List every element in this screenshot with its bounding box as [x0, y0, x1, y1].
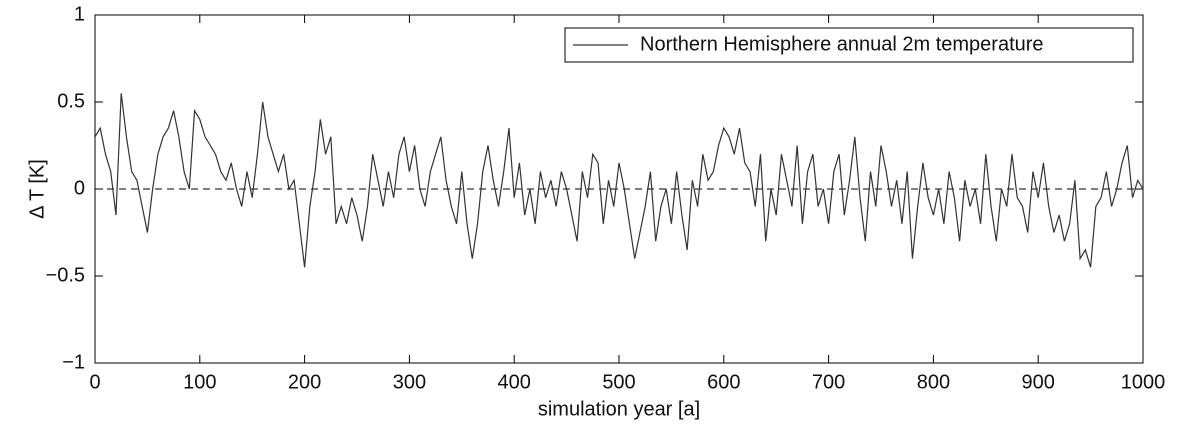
x-tick-label: 300	[393, 371, 426, 393]
x-tick-label: 700	[812, 371, 845, 393]
legend-label: Northern Hemisphere annual 2m temperatur…	[640, 33, 1044, 55]
x-tick-label: 600	[707, 371, 740, 393]
x-tick-label: 200	[288, 371, 321, 393]
data-line	[94, 93, 1144, 268]
x-tick-label: 100	[183, 371, 216, 393]
y-tick-label: 1	[74, 3, 85, 25]
x-tick-label: 1000	[1121, 371, 1166, 393]
y-axis-label: Δ T [K]	[26, 159, 48, 219]
x-axis-label: simulation year [a]	[538, 398, 700, 420]
x-tick-label: 0	[89, 371, 100, 393]
x-tick-label: 800	[917, 371, 950, 393]
legend-box	[564, 27, 1134, 63]
y-tick-label: 0	[74, 177, 85, 199]
x-tick-label: 400	[498, 371, 531, 393]
y-tick-label: −1	[62, 351, 85, 373]
y-tick-label: −0.5	[46, 264, 85, 286]
x-tick-label: 900	[1022, 371, 1055, 393]
x-tick-label: 500	[602, 371, 635, 393]
y-tick-label: 0.5	[57, 90, 85, 112]
